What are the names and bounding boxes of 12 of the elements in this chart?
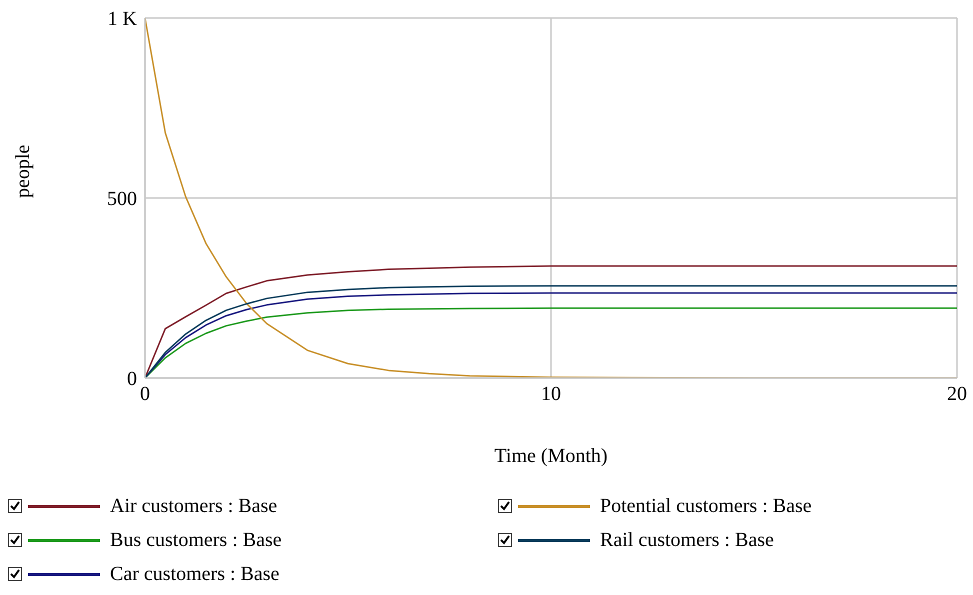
x-tick-label: 10 xyxy=(541,383,561,406)
y-axis-title: people xyxy=(12,144,34,198)
x-axis-title: Time (Month) xyxy=(494,445,608,467)
y-tick-label: 0 xyxy=(127,368,137,390)
y-tick-label: 500 xyxy=(107,188,137,210)
legend-label: Bus customers : Base xyxy=(110,528,282,552)
legend-label: Rail customers : Base xyxy=(600,528,774,552)
x-tick-label: 20 xyxy=(947,383,967,406)
legend-label: Potential customers : Base xyxy=(600,494,812,518)
legend-label: Car customers : Base xyxy=(110,562,280,586)
y-tick-label: 1 K xyxy=(108,8,138,30)
legend-label: Air customers : Base xyxy=(110,494,278,518)
